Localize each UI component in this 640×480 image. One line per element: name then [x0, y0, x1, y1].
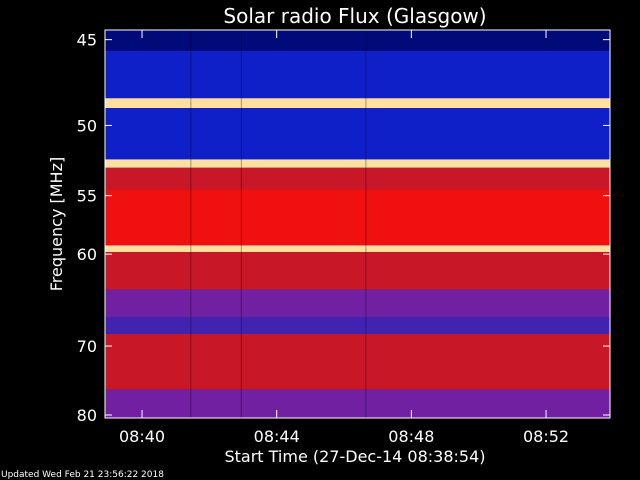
band-9 — [105, 251, 610, 290]
plot-frame — [104, 29, 611, 419]
band-4 — [105, 108, 610, 160]
x-axis-label: Start Time (27-Dec-14 08:38:54) — [224, 447, 485, 466]
segment-breaks — [190, 30, 367, 418]
band-1 — [105, 30, 610, 51]
band-13 — [105, 389, 610, 418]
band-7 — [105, 189, 610, 246]
y-tick-label-80: 80 — [77, 406, 97, 425]
band-12 — [105, 333, 610, 390]
y-tick-label-50: 50 — [77, 116, 97, 135]
band-11 — [105, 317, 610, 334]
band-2 — [105, 50, 610, 99]
y-tick-label-70: 70 — [77, 337, 97, 356]
updated-timestamp: Updated Wed Feb 21 23:56:22 2018 — [1, 470, 164, 480]
y-tick-label-60: 60 — [77, 245, 97, 264]
band-3 — [105, 98, 610, 109]
plot-area — [105, 30, 610, 418]
band-10 — [105, 289, 610, 318]
chart-title: Solar radio Flux (Glasgow) — [223, 4, 486, 28]
band-8 — [105, 245, 610, 252]
x-tick-label-4: 08:52 — [523, 427, 569, 446]
band-5 — [105, 159, 610, 168]
y-axis: 45 50 55 60 70 80 — [77, 31, 610, 425]
y-tick-label-45: 45 — [77, 31, 97, 50]
x-tick-label-2: 08:44 — [254, 427, 300, 446]
x-tick-label-1: 08:40 — [119, 427, 165, 446]
y-axis-label: Frequency [MHz] — [47, 157, 66, 291]
band-6 — [105, 167, 610, 190]
x-axis: 08:40 08:44 08:48 08:52 — [119, 30, 569, 446]
x-tick-label-3: 08:48 — [388, 427, 434, 446]
y-tick-label-55: 55 — [77, 187, 97, 206]
